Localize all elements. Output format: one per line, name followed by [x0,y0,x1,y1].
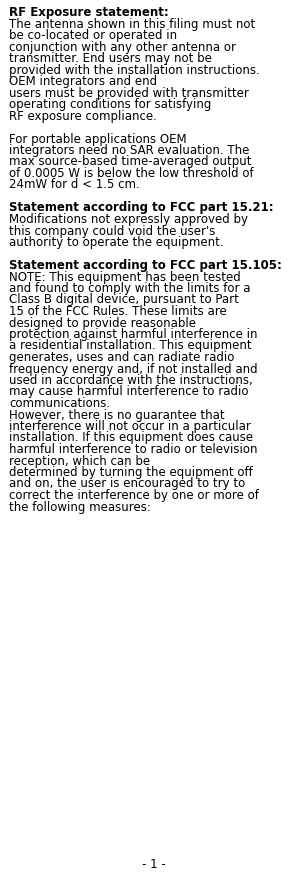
Text: RF exposure compliance.: RF exposure compliance. [9,110,157,122]
Text: be co-located or operated in: be co-located or operated in [9,29,177,42]
Text: NOTE: This equipment has been tested: NOTE: This equipment has been tested [9,270,241,284]
Text: Statement according to FCC part 15.105:: Statement according to FCC part 15.105: [9,259,282,271]
Text: operating conditions for satisfying: operating conditions for satisfying [9,97,212,111]
Text: provided with the installation instructions.: provided with the installation instructi… [9,63,260,76]
Text: - 1 -: - 1 - [142,857,165,870]
Text: of 0.0005 W is below the low threshold of: of 0.0005 W is below the low threshold o… [9,167,254,180]
Text: and found to comply with the limits for a: and found to comply with the limits for … [9,282,251,295]
Text: reception, which can be: reception, which can be [9,454,150,467]
Text: may cause harmful interference to radio: may cause harmful interference to radio [9,385,249,398]
Text: OEM integrators and end: OEM integrators and end [9,75,157,88]
Text: 15 of the FCC Rules. These limits are: 15 of the FCC Rules. These limits are [9,305,227,318]
Text: Class B digital device, pursuant to Part: Class B digital device, pursuant to Part [9,293,239,306]
Text: users must be provided with transmitter: users must be provided with transmitter [9,86,249,99]
Text: installation. If this equipment does cause: installation. If this equipment does cau… [9,431,253,444]
Text: and on, the user is encouraged to try to: and on, the user is encouraged to try to [9,477,246,490]
Text: this company could void the user's: this company could void the user's [9,224,216,237]
Text: For portable applications OEM: For portable applications OEM [9,133,187,146]
Text: However, there is no guarantee that: However, there is no guarantee that [9,408,225,421]
Text: communications.: communications. [9,397,110,409]
Text: generates, uses and can radiate radio: generates, uses and can radiate radio [9,350,235,363]
Text: interference will not occur in a particular: interference will not occur in a particu… [9,420,251,433]
Text: the following measures:: the following measures: [9,500,151,513]
Text: protection against harmful interference in: protection against harmful interference … [9,327,258,341]
Text: conjunction with any other antenna or: conjunction with any other antenna or [9,40,236,54]
Text: max source-based time-averaged output: max source-based time-averaged output [9,155,252,169]
Text: The antenna shown in this filing must not: The antenna shown in this filing must no… [9,18,255,31]
Text: designed to provide reasonable: designed to provide reasonable [9,316,196,329]
Text: a residential installation. This equipment: a residential installation. This equipme… [9,339,252,352]
Text: authority to operate the equipment.: authority to operate the equipment. [9,235,224,248]
Text: RF Exposure statement:: RF Exposure statement: [9,6,169,19]
Text: harmful interference to radio or television: harmful interference to radio or televis… [9,443,258,456]
Text: frequency energy and, if not installed and: frequency energy and, if not installed a… [9,362,258,375]
Text: used in accordance with the instructions,: used in accordance with the instructions… [9,373,253,386]
Text: 24mW for d < 1.5 cm.: 24mW for d < 1.5 cm. [9,178,140,191]
Text: Statement according to FCC part 15.21:: Statement according to FCC part 15.21: [9,201,274,214]
Text: determined by turning the equipment off: determined by turning the equipment off [9,465,253,479]
Text: transmitter. End users may not be: transmitter. End users may not be [9,52,212,65]
Text: integrators need no SAR evaluation. The: integrators need no SAR evaluation. The [9,144,250,157]
Text: correct the interference by one or more of: correct the interference by one or more … [9,488,259,501]
Text: Modifications not expressly approved by: Modifications not expressly approved by [9,212,248,226]
